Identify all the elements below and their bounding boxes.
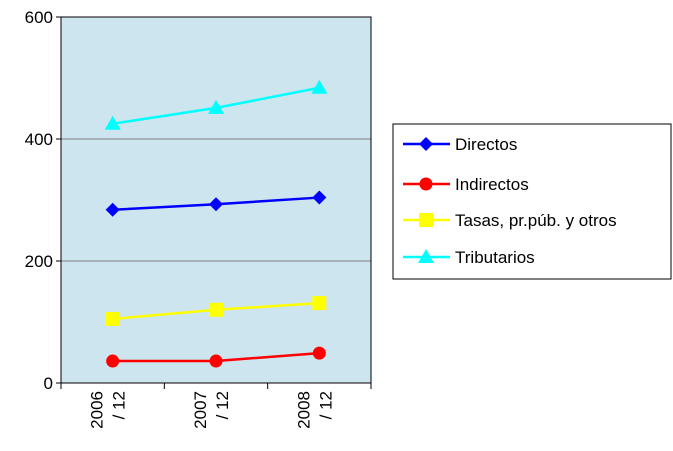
data-point bbox=[419, 177, 433, 191]
series-directos bbox=[105, 190, 327, 217]
y-axis: 0 200 400 600 bbox=[25, 8, 61, 393]
data-point bbox=[105, 202, 120, 217]
series-tasas-pr-p-b-y-otros bbox=[105, 296, 327, 326]
x-tick-label: / 12 bbox=[316, 391, 335, 419]
legend-item: Indirectos bbox=[403, 175, 529, 194]
legend-item: Tributarios bbox=[403, 248, 535, 267]
y-tick-label: 0 bbox=[44, 374, 53, 393]
data-point bbox=[312, 346, 326, 360]
series-group bbox=[104, 79, 328, 368]
data-point bbox=[208, 99, 224, 114]
x-tick-label: 2006 bbox=[88, 391, 107, 429]
x-tick-label: / 12 bbox=[213, 391, 232, 419]
legend-label: Tasas, pr.púb. y otros bbox=[455, 211, 617, 230]
data-point bbox=[312, 190, 327, 205]
x-axis: 2006/ 12 2007/ 12 2008/ 12 bbox=[60, 383, 372, 429]
y-tick-label: 200 bbox=[25, 252, 53, 271]
legend-label: Tributarios bbox=[455, 248, 535, 267]
legend-item: Tasas, pr.púb. y otros bbox=[403, 211, 617, 230]
data-point bbox=[419, 137, 433, 151]
plot-border bbox=[60, 16, 372, 384]
data-point bbox=[105, 311, 120, 326]
data-point bbox=[419, 213, 433, 227]
y-tick-label: 600 bbox=[25, 8, 53, 27]
data-point bbox=[106, 354, 120, 368]
data-point bbox=[209, 354, 223, 368]
y-tick-label: 400 bbox=[25, 130, 53, 149]
data-point bbox=[311, 79, 328, 94]
series-indirectos bbox=[106, 346, 326, 368]
data-point bbox=[312, 296, 327, 311]
x-tick-label: 2008 bbox=[294, 391, 313, 429]
legend-box bbox=[392, 123, 672, 280]
legend: Directos Indirectos Tasas, pr.púb. y otros… bbox=[392, 123, 672, 280]
x-tick-label: 2007 bbox=[191, 391, 210, 429]
data-point bbox=[104, 115, 121, 130]
legend-item: Directos bbox=[403, 135, 517, 154]
gridlines bbox=[61, 138, 371, 262]
legend-label: Indirectos bbox=[455, 175, 529, 194]
data-point bbox=[209, 302, 223, 317]
legend-label: Directos bbox=[455, 135, 517, 154]
series-tributarios bbox=[104, 79, 328, 130]
data-point bbox=[209, 197, 223, 212]
x-tick-label: / 12 bbox=[110, 391, 129, 419]
data-point bbox=[418, 249, 434, 263]
